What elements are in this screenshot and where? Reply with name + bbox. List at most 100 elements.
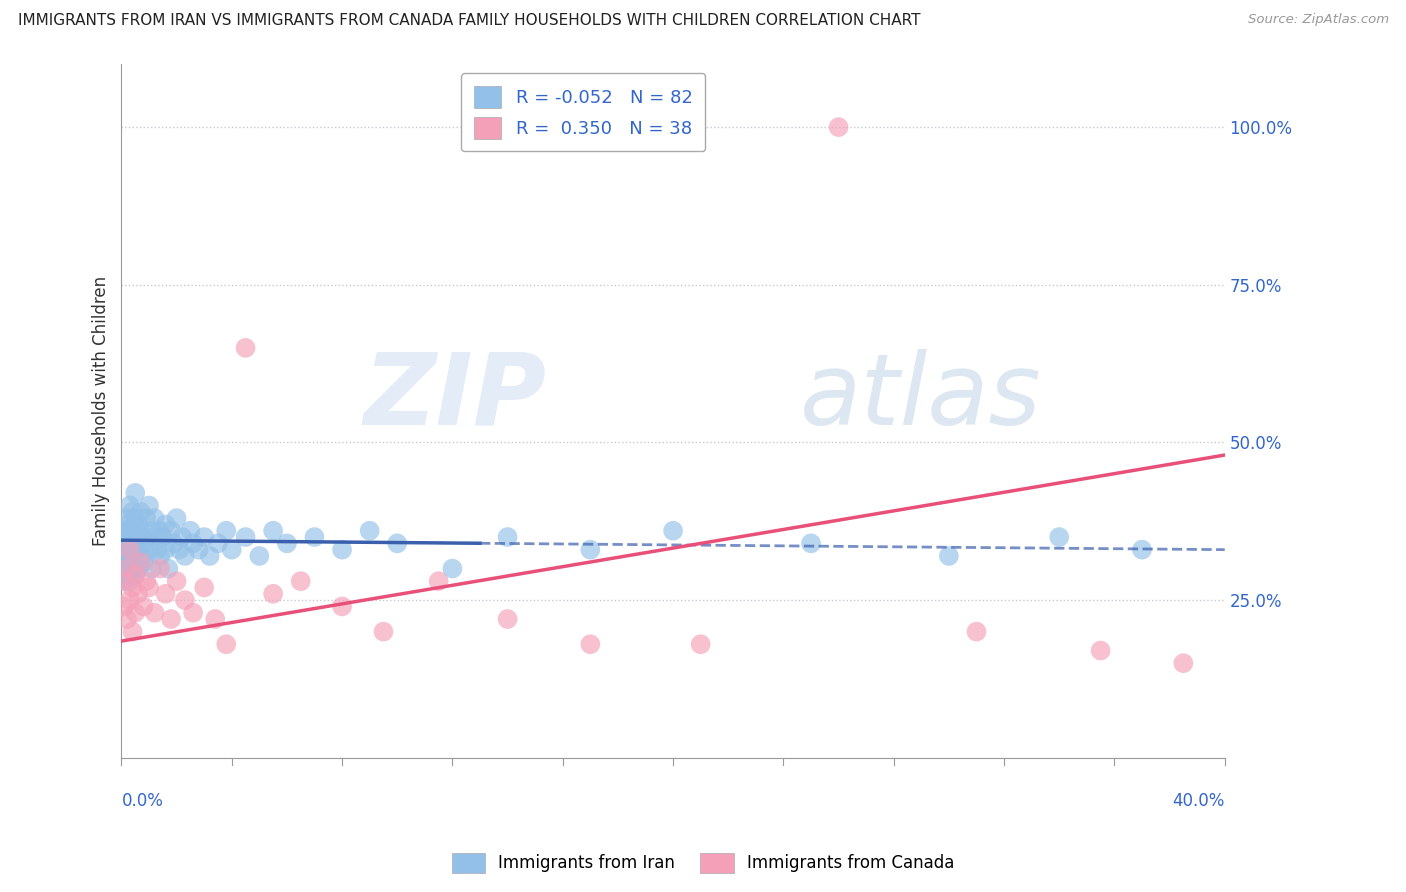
Point xyxy=(118,536,141,550)
Point xyxy=(152,530,174,544)
Point xyxy=(141,561,163,575)
Point xyxy=(235,341,257,355)
Y-axis label: Family Households with Children: Family Households with Children xyxy=(93,276,110,546)
Point xyxy=(127,561,149,575)
Point xyxy=(427,574,450,589)
Point xyxy=(179,524,201,538)
Point xyxy=(115,511,138,525)
Point xyxy=(127,517,149,532)
Point xyxy=(172,530,194,544)
Point xyxy=(359,524,381,538)
Point xyxy=(124,486,146,500)
Point xyxy=(118,542,141,557)
Point xyxy=(689,637,711,651)
Point xyxy=(121,505,143,519)
Point xyxy=(496,530,519,544)
Point xyxy=(118,593,141,607)
Point xyxy=(135,511,157,525)
Point xyxy=(373,624,395,639)
Point xyxy=(157,561,180,575)
Point xyxy=(143,511,166,525)
Point xyxy=(441,561,464,575)
Point xyxy=(143,606,166,620)
Point xyxy=(146,542,169,557)
Point xyxy=(118,530,141,544)
Point xyxy=(262,524,284,538)
Point xyxy=(112,574,135,589)
Point xyxy=(112,574,135,589)
Point xyxy=(132,555,155,569)
Point xyxy=(121,536,143,550)
Point xyxy=(141,524,163,538)
Text: 40.0%: 40.0% xyxy=(1173,792,1225,811)
Point xyxy=(662,524,685,538)
Point xyxy=(169,542,191,557)
Point xyxy=(127,587,149,601)
Point xyxy=(330,542,353,557)
Point xyxy=(129,555,152,569)
Point xyxy=(132,530,155,544)
Point xyxy=(115,612,138,626)
Point xyxy=(193,581,215,595)
Point xyxy=(155,517,177,532)
Point xyxy=(330,599,353,614)
Point xyxy=(124,542,146,557)
Point xyxy=(143,530,166,544)
Point xyxy=(155,542,177,557)
Point xyxy=(115,549,138,563)
Point xyxy=(966,624,988,639)
Point xyxy=(149,561,172,575)
Point xyxy=(135,574,157,589)
Text: Source: ZipAtlas.com: Source: ZipAtlas.com xyxy=(1249,13,1389,27)
Point xyxy=(215,524,238,538)
Legend: Immigrants from Iran, Immigrants from Canada: Immigrants from Iran, Immigrants from Ca… xyxy=(446,847,960,880)
Point xyxy=(1047,530,1070,544)
Point xyxy=(262,587,284,601)
Point xyxy=(207,536,229,550)
Point xyxy=(1090,643,1112,657)
Point xyxy=(155,587,177,601)
Point xyxy=(181,536,204,550)
Point xyxy=(193,530,215,544)
Point xyxy=(163,536,186,550)
Point xyxy=(173,593,195,607)
Point xyxy=(204,612,226,626)
Point xyxy=(129,524,152,538)
Point xyxy=(827,120,849,135)
Point xyxy=(166,511,188,525)
Point xyxy=(149,524,172,538)
Text: IMMIGRANTS FROM IRAN VS IMMIGRANTS FROM CANADA FAMILY HOUSEHOLDS WITH CHILDREN C: IMMIGRANTS FROM IRAN VS IMMIGRANTS FROM … xyxy=(18,13,921,29)
Point xyxy=(187,542,209,557)
Point xyxy=(118,542,141,557)
Point xyxy=(496,612,519,626)
Point xyxy=(198,549,221,563)
Point xyxy=(115,555,138,569)
Point xyxy=(579,542,602,557)
Legend: R = -0.052   N = 82, R =  0.350   N = 38: R = -0.052 N = 82, R = 0.350 N = 38 xyxy=(461,73,706,152)
Point xyxy=(132,599,155,614)
Point xyxy=(1130,542,1153,557)
Point xyxy=(115,567,138,582)
Point xyxy=(124,567,146,582)
Point xyxy=(247,549,270,563)
Text: atlas: atlas xyxy=(800,349,1042,445)
Point xyxy=(138,542,160,557)
Point xyxy=(290,574,312,589)
Point xyxy=(121,581,143,595)
Point xyxy=(135,536,157,550)
Point xyxy=(149,549,172,563)
Point xyxy=(276,536,298,550)
Point xyxy=(1173,656,1195,670)
Point xyxy=(138,581,160,595)
Point xyxy=(115,536,138,550)
Point xyxy=(138,499,160,513)
Point xyxy=(304,530,326,544)
Point xyxy=(115,517,138,532)
Point xyxy=(118,499,141,513)
Point xyxy=(800,536,823,550)
Text: 0.0%: 0.0% xyxy=(121,792,163,811)
Point xyxy=(166,574,188,589)
Point xyxy=(115,530,138,544)
Point xyxy=(124,606,146,620)
Point xyxy=(221,542,243,557)
